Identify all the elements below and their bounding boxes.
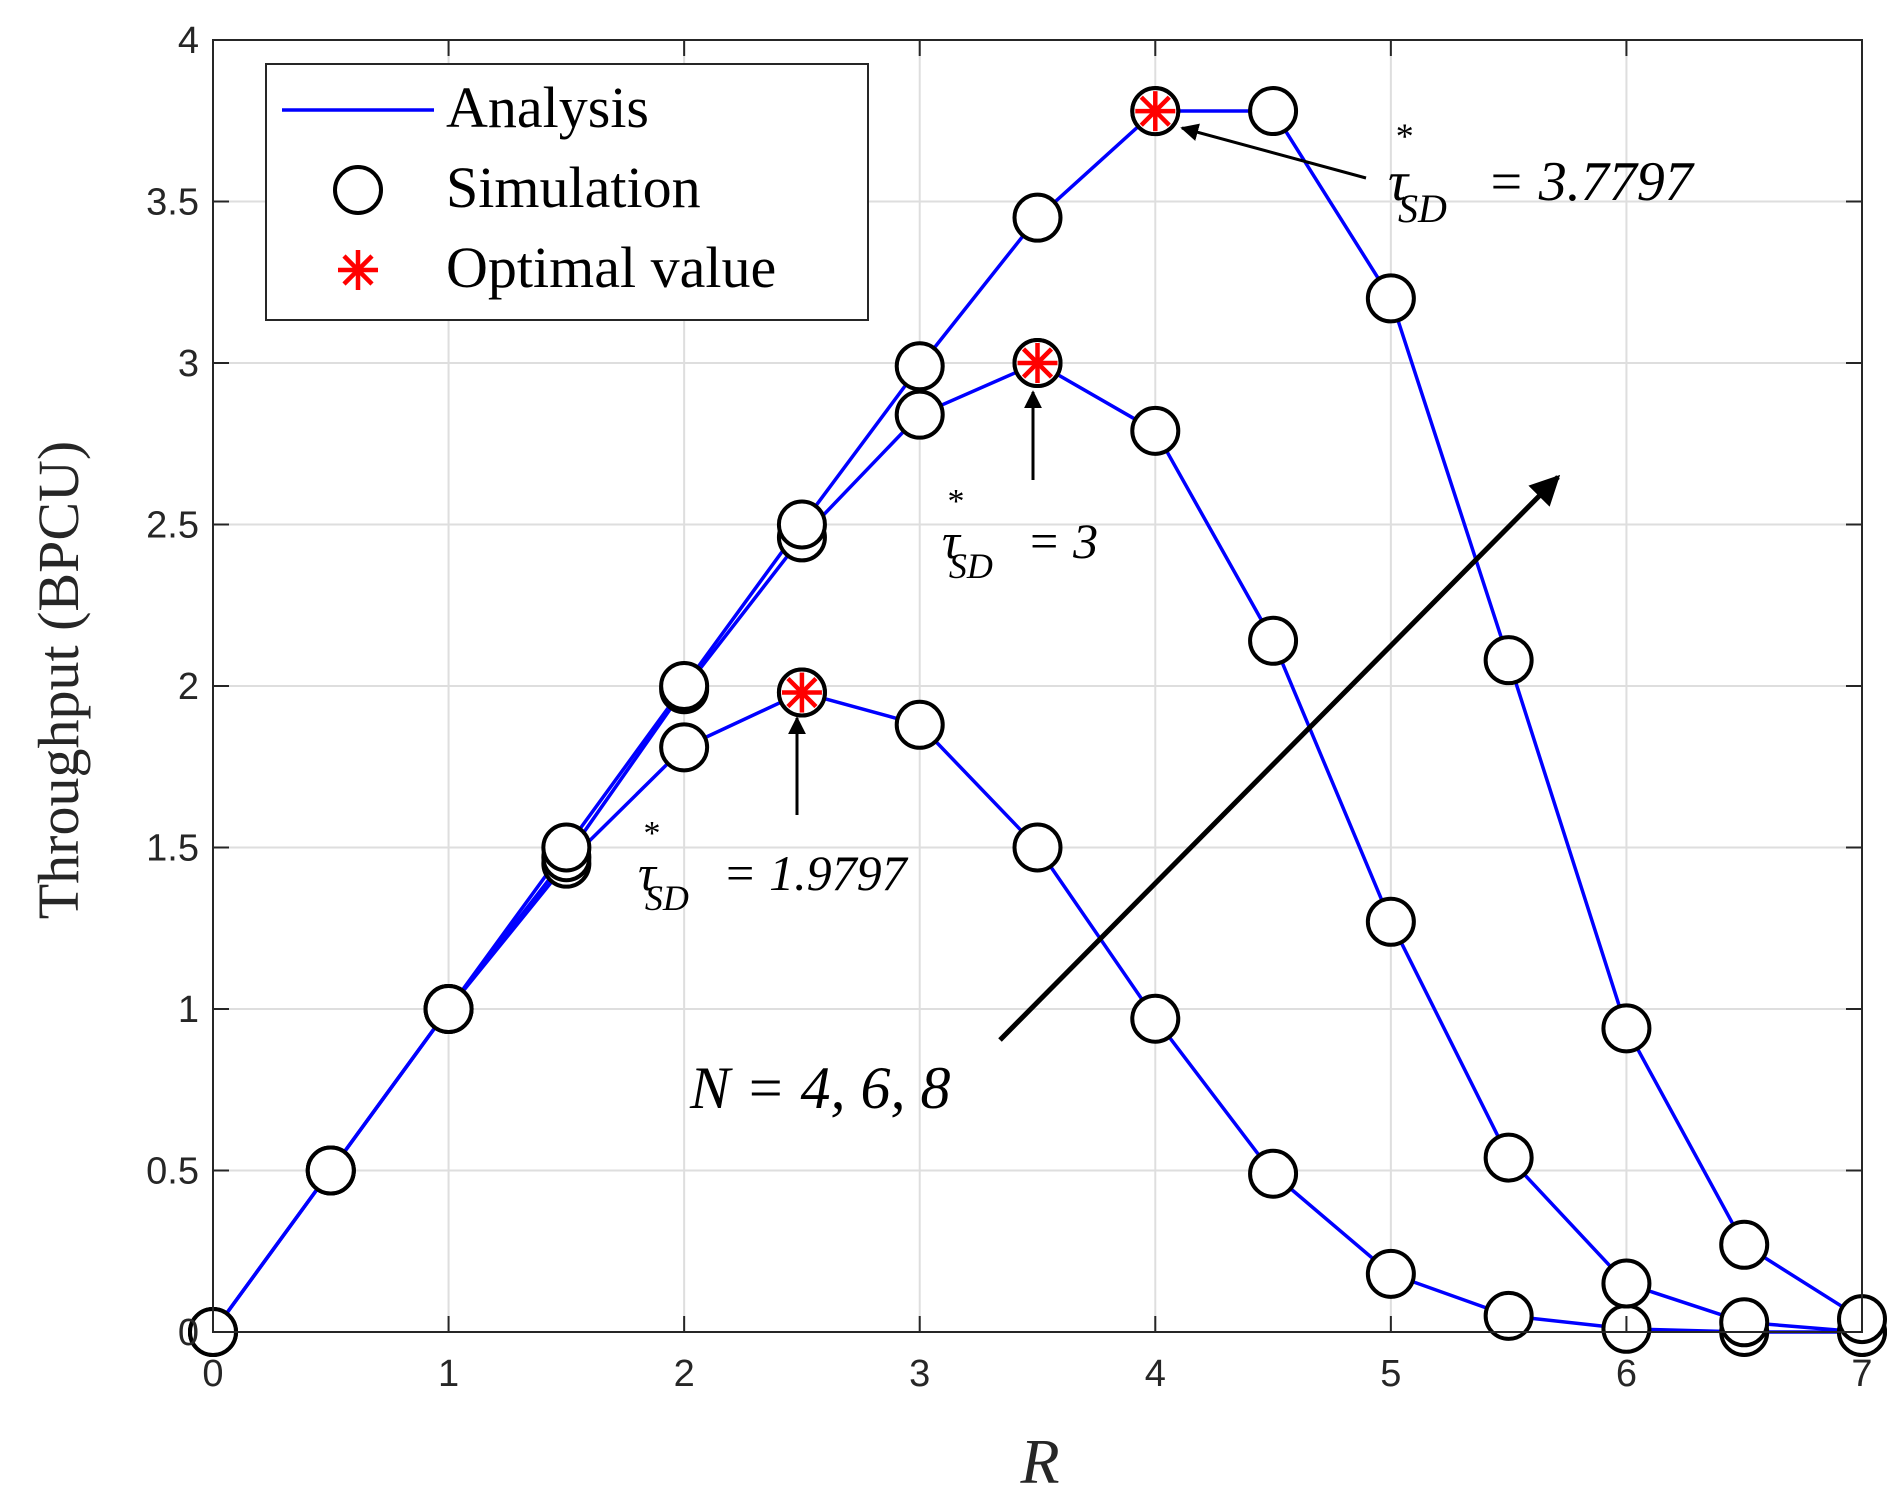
simulation-point [1248, 615, 1299, 666]
simulation-point [1483, 1132, 1534, 1183]
x-tick-label: 6 [1616, 1353, 1637, 1395]
y-tick-label: 2 [178, 666, 199, 708]
n-annotation: N = 4, 6, 8 [689, 1055, 951, 1121]
simulation-point [1248, 86, 1299, 137]
tau-annotation-1: τ* SD = 1.9797 [638, 815, 909, 918]
asterisk-stroke [1021, 347, 1054, 379]
simulation-point [1365, 896, 1416, 947]
optimal-markers [776, 86, 1181, 718]
legend-label-optimal: Optimal value [446, 235, 776, 300]
x-tick-label: 1 [438, 1353, 459, 1395]
y-tick-label: 3.5 [146, 182, 199, 224]
optimal-point-asterisk [781, 672, 822, 713]
simulation-point [776, 499, 827, 550]
simulation-point [1365, 1248, 1416, 1299]
simulation-point [1248, 1148, 1299, 1199]
y-tick-label: 2.5 [146, 505, 199, 547]
y-tick-label: 1.5 [146, 828, 199, 870]
y-tick-label: 0.5 [146, 1151, 199, 1193]
asterisk-stroke [1139, 95, 1171, 127]
simulation-point [1483, 1290, 1534, 1341]
axis-ticks [212, 39, 1863, 1333]
x-axis-label: R [1019, 1426, 1059, 1497]
simulation-point [1365, 273, 1416, 324]
optimal-point-asterisk [1017, 343, 1058, 383]
y-tick-label: 4 [178, 20, 199, 62]
simulation-point [659, 722, 710, 773]
simulation-point [1130, 405, 1181, 456]
simulation-markers [188, 86, 1887, 1357]
simulation-point [541, 822, 592, 873]
tau-annotation-3: τ* SD = 3.7797 [1388, 116, 1695, 231]
legend-label-analysis: Analysis [446, 75, 649, 140]
legend-asterisk-swatch [338, 250, 378, 290]
simulation-point [1012, 192, 1063, 243]
x-tick-label: 2 [674, 1353, 695, 1395]
simulation-point [894, 341, 945, 392]
simulation-point [1012, 822, 1063, 873]
asterisk-stroke [786, 676, 818, 709]
tau-annotation-2: τ* SD = 3 [942, 483, 1098, 586]
x-tick-label: 0 [202, 1353, 223, 1395]
legend: Analysis Simulation Optimal value [265, 63, 869, 321]
annotation-arrow-3 [1180, 123, 1367, 180]
y-tick-label: 0 [178, 1312, 199, 1354]
optimal-point-asterisk [1135, 91, 1176, 132]
simulation-point [1719, 1297, 1770, 1348]
x-tick-label: 4 [1145, 1353, 1166, 1395]
simulation-point [894, 699, 945, 750]
simulation-point [1601, 1258, 1652, 1309]
simulation-point [1483, 635, 1534, 686]
x-tick-label: 5 [1380, 1353, 1401, 1395]
y-axis-label: Throughput (BPCU) [26, 441, 91, 920]
simulation-point [305, 1145, 356, 1196]
tick-labels: 0 1 2 3 4 5 6 7 0 0.5 1 1.5 2 2.5 3 3.5 4 [146, 20, 1872, 1395]
x-tick-label: 7 [1851, 1353, 1872, 1395]
legend-circle-swatch [333, 165, 383, 215]
legend-label-simulation: Simulation [446, 155, 701, 220]
simulation-point [894, 389, 945, 440]
y-tick-label: 3 [178, 343, 199, 385]
simulation-point [1601, 1003, 1652, 1054]
y-tick-label: 1 [178, 989, 199, 1031]
simulation-point [423, 984, 474, 1034]
simulation-point [1719, 1219, 1770, 1270]
annotation-arrow-n [998, 474, 1561, 1042]
simulation-point [1130, 993, 1181, 1044]
x-tick-label: 3 [909, 1353, 930, 1395]
simulation-point [659, 661, 710, 711]
